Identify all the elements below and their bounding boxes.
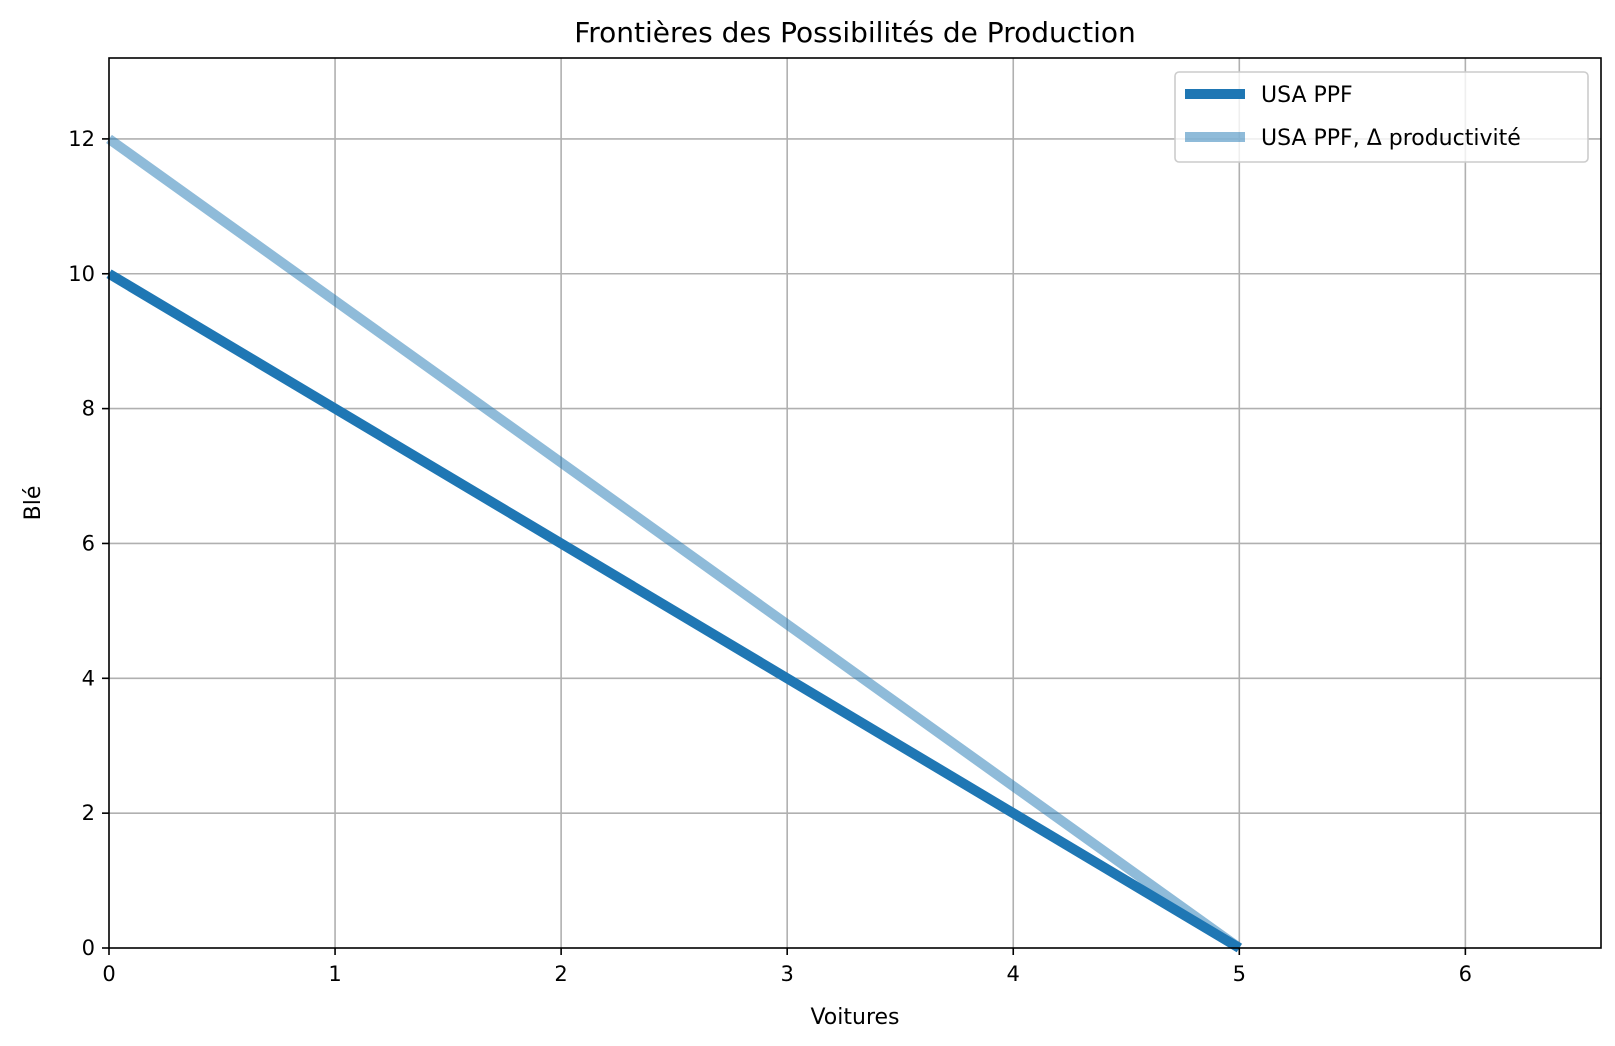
series-line-0 [106,269,1242,953]
grid-lines [109,58,1601,948]
x-tick-label: 5 [1233,962,1246,986]
plot-frame [108,57,1602,949]
legend-label-1: USA PPF, Δ productivité [1261,126,1521,151]
y-tick-label: 4 [82,666,95,690]
y-tick-label: 10 [68,262,95,286]
x-tick-label: 2 [554,962,567,986]
legend: USA PPF USA PPF, Δ productivité [1174,71,1589,163]
x-tick-label: 6 [1459,962,1472,986]
y-tick-label: 12 [68,127,95,151]
x-tick-label: 0 [102,962,115,986]
y-axis-label: Blé [21,486,46,521]
y-tick-label: 8 [82,397,95,421]
x-tick-label: 4 [1007,962,1020,986]
legend-box [1174,71,1589,163]
x-tick-label: 1 [328,962,341,986]
y-tick-label: 6 [82,531,95,555]
series-line-1 [106,134,1243,953]
x-tick-label: 3 [780,962,793,986]
chart-title: Frontières des Possibilités de Productio… [574,16,1136,49]
legend-label-0: USA PPF [1261,83,1353,108]
x-axis-label: Voitures [810,1005,899,1030]
y-tick-label: 0 [82,936,95,960]
series-lines [106,134,1243,953]
y-tick-label: 2 [82,801,95,825]
